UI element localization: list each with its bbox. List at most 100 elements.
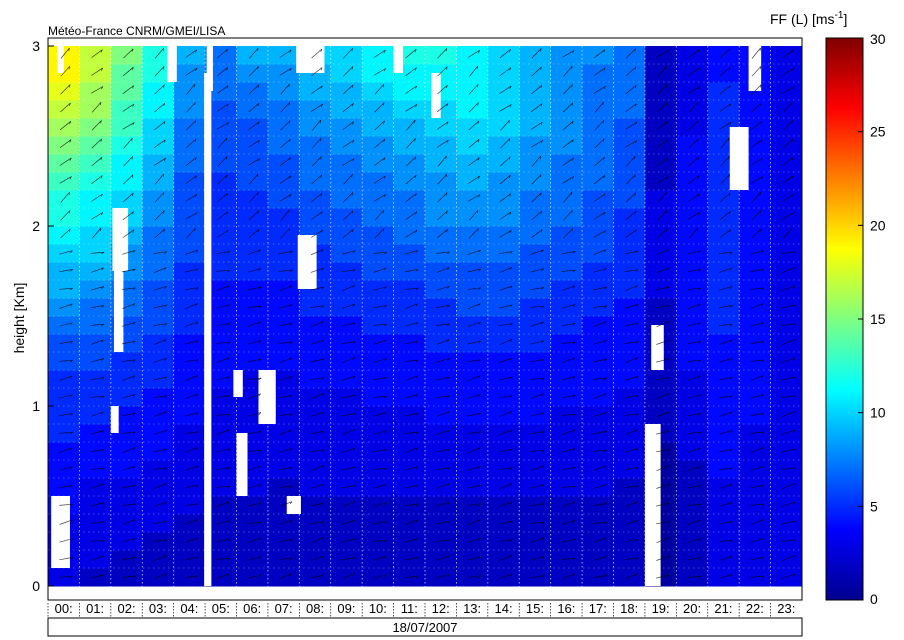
wind-arrow-head — [604, 430, 607, 434]
wind-arrow — [153, 376, 167, 381]
heatmap-cell — [707, 226, 740, 245]
wind-arrow — [499, 323, 513, 327]
wind-arrow — [153, 539, 167, 542]
wind-arrow-head — [635, 269, 639, 272]
heatmap-cell — [142, 226, 175, 245]
wind-arrow-head — [698, 303, 701, 307]
wind-arrow-head — [68, 210, 71, 214]
wind-arrow-head — [477, 102, 479, 106]
wind-arrow-head — [163, 84, 165, 88]
wind-arrow — [499, 554, 512, 562]
wind-arrow-head — [759, 47, 761, 52]
wind-arrow-head — [320, 156, 322, 160]
wind-arrow — [216, 103, 229, 112]
wind-arrow-head — [289, 49, 292, 53]
wind-arrow — [59, 287, 73, 290]
wind-arrow-head — [508, 156, 511, 160]
wind-arrow-head — [760, 102, 762, 106]
wind-arrow-head — [227, 573, 230, 577]
wind-arrow-head — [321, 411, 324, 415]
wind-arrow-head — [383, 194, 386, 198]
wind-arrow — [625, 103, 637, 112]
wind-arrow-head — [384, 574, 387, 577]
wind-arrow — [279, 573, 293, 580]
wind-arrow — [781, 573, 796, 579]
wind-arrow — [468, 139, 480, 149]
wind-arrow — [404, 287, 419, 290]
wind-arrow — [561, 485, 576, 488]
wind-arrow-head — [384, 411, 387, 415]
wind-arrow — [90, 358, 104, 363]
wind-arrow — [247, 412, 261, 417]
heatmap-cell — [173, 136, 206, 155]
wind-arrow-head — [478, 556, 482, 560]
wind-arrow — [341, 485, 356, 489]
wind-arrow — [531, 103, 543, 112]
wind-arrow — [688, 211, 700, 220]
wind-arrow-head — [195, 175, 198, 179]
wind-arrow — [593, 574, 607, 579]
wind-arrow-head — [634, 192, 637, 196]
wind-arrow — [310, 267, 324, 273]
wind-arrow — [719, 48, 731, 59]
wind-arrow — [216, 341, 230, 344]
wind-arrow — [656, 449, 670, 453]
wind-arrow — [154, 210, 165, 221]
wind-arrow — [688, 156, 700, 167]
wind-arrow — [374, 228, 385, 239]
wind-arrow-head — [761, 431, 765, 434]
wind-arrow — [154, 173, 164, 185]
wind-arrow — [122, 431, 136, 434]
wind-arrow — [279, 157, 291, 167]
wind-arrow-head — [572, 395, 576, 398]
wind-arrow-head — [635, 285, 638, 289]
wind-arrow-head — [792, 411, 795, 415]
wind-arrow — [310, 574, 324, 579]
wind-arrow — [122, 250, 136, 255]
heatmap-cell — [173, 100, 206, 119]
wind-arrow — [718, 395, 733, 398]
wind-arrow — [373, 411, 387, 417]
wind-arrow — [561, 250, 576, 255]
wind-arrow — [153, 448, 167, 453]
wind-arrow — [184, 412, 199, 417]
wind-arrow — [247, 484, 261, 489]
wind-arrow-head — [729, 539, 733, 543]
wind-arrow — [90, 467, 105, 470]
heatmap-cell — [676, 442, 709, 461]
wind-arrow-head — [665, 84, 668, 88]
wind-arrow — [750, 268, 764, 273]
wind-arrow — [310, 286, 324, 291]
heatmap-cell — [205, 82, 237, 101]
wind-arrow-head — [384, 305, 387, 308]
wind-arrow — [406, 119, 416, 131]
wind-arrow-head — [132, 503, 136, 506]
missing-data-gap — [51, 496, 70, 568]
wind-arrow — [342, 519, 356, 525]
wind-arrow — [657, 210, 668, 221]
wind-arrow — [404, 322, 418, 327]
wind-arrow-head — [603, 393, 607, 397]
wind-arrow-head — [258, 268, 262, 271]
wind-arrow-head — [69, 485, 73, 488]
wind-arrow — [122, 466, 136, 471]
wind-arrow-head — [478, 303, 481, 307]
wind-arrow — [373, 483, 387, 489]
colorbar-tick-label: 30 — [870, 31, 886, 47]
wind-arrow-head — [697, 67, 700, 71]
wind-arrow — [247, 465, 261, 471]
wind-arrow — [216, 501, 230, 507]
wind-arrow-head — [225, 138, 228, 142]
wind-arrow-head — [99, 228, 102, 232]
wind-arrow-head — [101, 267, 104, 271]
wind-arrow — [499, 251, 513, 255]
heatmap-cell — [173, 154, 206, 173]
wind-arrow — [436, 304, 450, 309]
wind-arrow-head — [132, 575, 136, 578]
wind-arrow-head — [227, 251, 230, 254]
wind-arrow-head — [258, 305, 262, 309]
wind-arrow — [624, 501, 638, 508]
wind-arrow-head — [163, 158, 166, 161]
wind-arrow-head — [163, 102, 166, 107]
wind-arrow-head — [445, 155, 447, 160]
